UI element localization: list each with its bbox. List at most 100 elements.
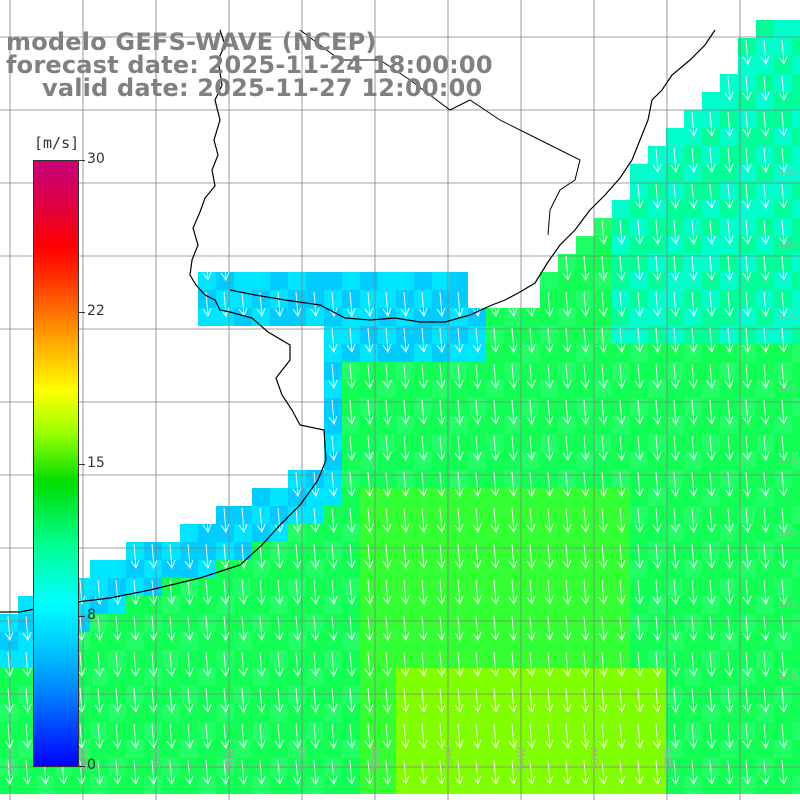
- colorbar: [33, 160, 79, 767]
- lon-label: 57W: [298, 747, 309, 770]
- wind-arrow: [328, 507, 338, 533]
- wind-speed-cell: [684, 164, 702, 182]
- wind-speed-cell: [792, 344, 800, 362]
- wind-speed-cell: [72, 776, 90, 794]
- wind-speed-cell: [468, 596, 486, 614]
- wind-arrow: [490, 435, 500, 461]
- wind-arrow: [778, 759, 788, 785]
- wind-speed-cell: [288, 308, 306, 326]
- lat-label: 35S: [778, 312, 797, 323]
- wind-speed-cell: [756, 380, 774, 398]
- wind-speed-cell: [522, 380, 540, 398]
- wind-arrow: [778, 507, 788, 533]
- wind-speed-cell: [684, 416, 702, 434]
- wind-arrow: [742, 75, 752, 101]
- wind-speed-cell: [414, 668, 432, 686]
- wind-speed-cell: [216, 668, 234, 686]
- wind-arrow: [454, 471, 464, 497]
- wind-arrow: [364, 471, 374, 497]
- wind-speed-cell: [792, 164, 800, 182]
- wind-speed-cell: [234, 596, 252, 614]
- wind-speed-cell: [594, 632, 612, 650]
- wind-speed-cell: [396, 776, 414, 794]
- wind-arrow: [616, 723, 626, 749]
- wind-speed-cell: [720, 416, 738, 434]
- wind-speed-cell: [522, 632, 540, 650]
- wind-arrow: [274, 579, 284, 605]
- wind-arrow: [310, 615, 320, 641]
- wind-arrow: [490, 543, 500, 569]
- wind-speed-cell: [414, 740, 432, 758]
- colorbar-tick-mark: [79, 464, 85, 465]
- wind-arrow: [562, 543, 572, 569]
- wind-arrow: [652, 687, 662, 713]
- wind-arrow: [598, 615, 608, 641]
- wind-arrow: [436, 651, 446, 677]
- wind-arrow: [508, 759, 518, 785]
- wind-arrow: [310, 759, 320, 785]
- wind-arrow: [706, 435, 716, 461]
- wind-arrow: [778, 327, 788, 353]
- wind-speed-cell: [630, 380, 648, 398]
- wind-speed-cell: [594, 560, 612, 578]
- wind-arrow: [238, 723, 248, 749]
- wind-arrow: [760, 111, 770, 137]
- wind-speed-cell: [612, 344, 630, 362]
- wind-speed-cell: [774, 632, 792, 650]
- wind-arrow: [346, 291, 356, 317]
- wind-speed-cell: [504, 452, 522, 470]
- wind-speed-cell: [198, 272, 216, 290]
- wind-arrow: [652, 615, 662, 641]
- wind-speed-cell: [540, 488, 558, 506]
- wind-speed-cell: [540, 524, 558, 542]
- wind-speed-cell: [612, 524, 630, 542]
- wind-speed-cell: [324, 416, 342, 434]
- wind-speed-cell: [180, 560, 198, 578]
- wind-arrow: [400, 291, 410, 317]
- wind-arrow: [616, 219, 626, 245]
- wind-speed-cell: [558, 344, 576, 362]
- wind-speed-cell: [774, 56, 792, 74]
- wind-arrow: [634, 759, 644, 785]
- wind-arrow: [724, 543, 734, 569]
- wind-speed-cell: [576, 272, 594, 290]
- wind-speed-cell: [684, 632, 702, 650]
- wind-speed-cell: [486, 560, 504, 578]
- wind-speed-cell: [630, 668, 648, 686]
- wind-speed-cell: [270, 740, 288, 758]
- wind-speed-cell: [126, 704, 144, 722]
- wind-speed-cell: [252, 560, 270, 578]
- wind-speed-cell: [450, 596, 468, 614]
- wind-speed-cell: [756, 20, 774, 38]
- wind-arrow: [544, 543, 554, 569]
- wind-arrow: [328, 363, 338, 389]
- wind-arrow: [724, 183, 734, 209]
- wind-speed-cell: [756, 488, 774, 506]
- wind-speed-cell: [666, 668, 684, 686]
- wind-arrow: [454, 687, 464, 713]
- wind-speed-cell: [648, 488, 666, 506]
- wind-speed-cell: [792, 254, 800, 272]
- wind-arrow: [364, 399, 374, 425]
- wind-speed-cell: [486, 596, 504, 614]
- wind-arrow: [418, 615, 428, 641]
- wind-arrow: [274, 759, 284, 785]
- wind-arrow: [724, 759, 734, 785]
- wind-speed-cell: [270, 776, 288, 794]
- wind-speed-cell: [324, 272, 342, 290]
- wind-arrow: [256, 543, 266, 569]
- lon-label: 61W: [6, 747, 17, 770]
- wind-speed-cell: [720, 668, 738, 686]
- wind-arrow: [454, 399, 464, 425]
- wind-arrow: [724, 507, 734, 533]
- wind-speed-cell: [216, 776, 234, 794]
- wind-arrow: [184, 723, 194, 749]
- lat-label: 34S: [778, 240, 797, 251]
- wind-speed-cell: [792, 452, 800, 470]
- wind-arrow: [742, 111, 752, 137]
- colorbar-tick-mark: [79, 312, 85, 313]
- wind-arrow: [508, 723, 518, 749]
- wind-speed-cell: [648, 596, 666, 614]
- wind-arrow: [544, 327, 554, 353]
- wind-speed-cell: [468, 560, 486, 578]
